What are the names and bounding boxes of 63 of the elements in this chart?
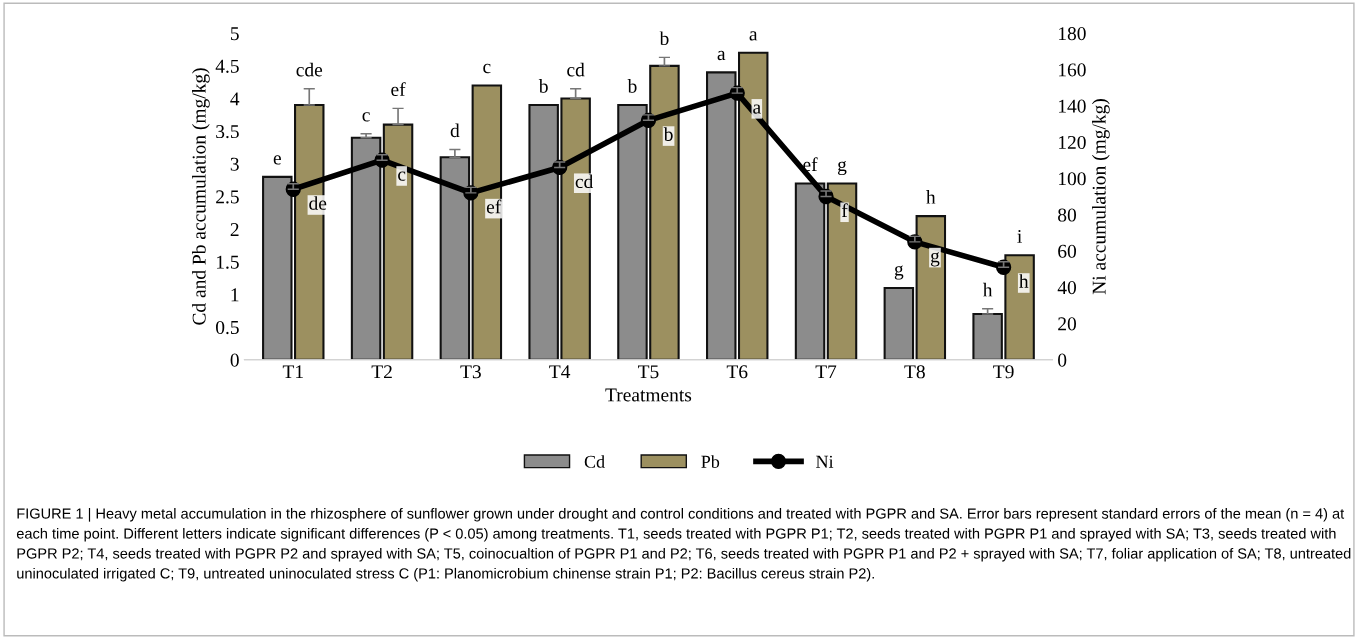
data-label: ef [486, 199, 502, 214]
data-label: h [926, 190, 936, 204]
y-tick-label: 5 [230, 27, 239, 41]
y2-tick-label: 40 [1057, 281, 1077, 295]
x-tick-label: T9 [993, 365, 1014, 379]
y-tick-label: 0 [230, 353, 239, 367]
y2-tick-label: 60 [1058, 244, 1077, 258]
y-tick-label: 2.5 [216, 190, 239, 204]
data-label: a [717, 50, 726, 61]
x-tick-label: T7 [815, 365, 837, 379]
data-label: c [398, 171, 406, 181]
y2-axis-title: Ni accumulation (mg/kg) [1092, 99, 1110, 295]
y-tick-label: 1.5 [216, 255, 239, 269]
y2-tick-label: 140 [1059, 99, 1086, 113]
data-label: a [749, 31, 758, 41]
legend-label: Cd [584, 455, 605, 468]
data-label: g [837, 160, 847, 176]
x-tick-label: T1 [282, 365, 303, 379]
x-tick-label: T8 [904, 365, 925, 379]
y-tick-label: 4.5 [215, 59, 239, 73]
y-tick-label: 1 [231, 288, 239, 302]
x-tick-label: T6 [726, 365, 748, 379]
data-label: cd [567, 62, 585, 77]
data-label: b [538, 79, 548, 93]
y-tick-label: 4 [230, 92, 240, 106]
y2-tick-label: 100 [1059, 172, 1086, 186]
caption: FIGURE 1 | Heavy metal accumulation in the rhizosphere of sunflower grown under drought and control conditions and treated with PGPR and SA. Error bars represent standard errors of the mean (n = 4) at each time point. Different letters indicate significant differences (P < 0.05) among treatments. T1, seeds treated with PGPR P1; T2, seeds treated with PGPR P1 and sprayed with SA; T3, seeds treated with PGPR P2; T4, seeds treated with PGPR P2 and sprayed with SA; T5, coinocualtion of PGPR P1 and P2; T6, seeds treated with PGPR P1 and P2 + sprayed with SA; T7, foliar application of SA; T8, untreated uninoculated irrigated C; T9, untreated uninoculated stress C (P1: Planomicrobium chinense strain P1; P2: Bacillus cereus strain P2). [16, 508, 1351, 582]
y2-tick-label: 180 [1059, 27, 1086, 41]
data-label: a [753, 104, 761, 114]
data-label: c [483, 63, 491, 74]
data-label: b [659, 31, 669, 46]
y-tick-label: 3.5 [216, 125, 239, 139]
data-label: c [362, 112, 370, 122]
x-tick-label: T4 [549, 365, 571, 379]
data-label: d [450, 123, 460, 138]
y-axis-title: Cd and Pb accumulation (mg/kg) [192, 68, 210, 325]
x-tick-label: T2 [371, 365, 392, 379]
legend-label: Pb [701, 455, 720, 468]
y2-tick-label: 0 [1058, 353, 1067, 367]
data-label: g [930, 252, 940, 267]
data-label: i [1017, 229, 1022, 243]
y-tick-label: 0.5 [216, 320, 239, 335]
x-tick-label: T3 [460, 365, 481, 379]
x-axis-title: Treatments [605, 388, 692, 402]
y2-tick-label: 120 [1059, 135, 1086, 150]
y2-tick-label: 80 [1058, 208, 1077, 222]
y2-tick-label: 160 [1059, 63, 1086, 77]
data-label: cd [575, 174, 594, 189]
data-label: h [982, 282, 993, 297]
data-label: b [663, 127, 673, 141]
data-label: h [1019, 274, 1029, 288]
data-label: f [841, 203, 848, 217]
data-label: g [894, 265, 904, 280]
x-tick-label: T5 [638, 365, 659, 379]
data-label: cde [296, 62, 323, 77]
legend-label: Ni [816, 455, 834, 468]
data-label: e [273, 155, 281, 165]
y-tick-label: 3 [230, 157, 239, 171]
data-label: b [627, 79, 637, 93]
data-label: ef [391, 82, 406, 97]
y2-tick-label: 20 [1058, 317, 1077, 331]
data-label: de [309, 196, 327, 210]
y-tick-label: 2 [230, 223, 239, 236]
